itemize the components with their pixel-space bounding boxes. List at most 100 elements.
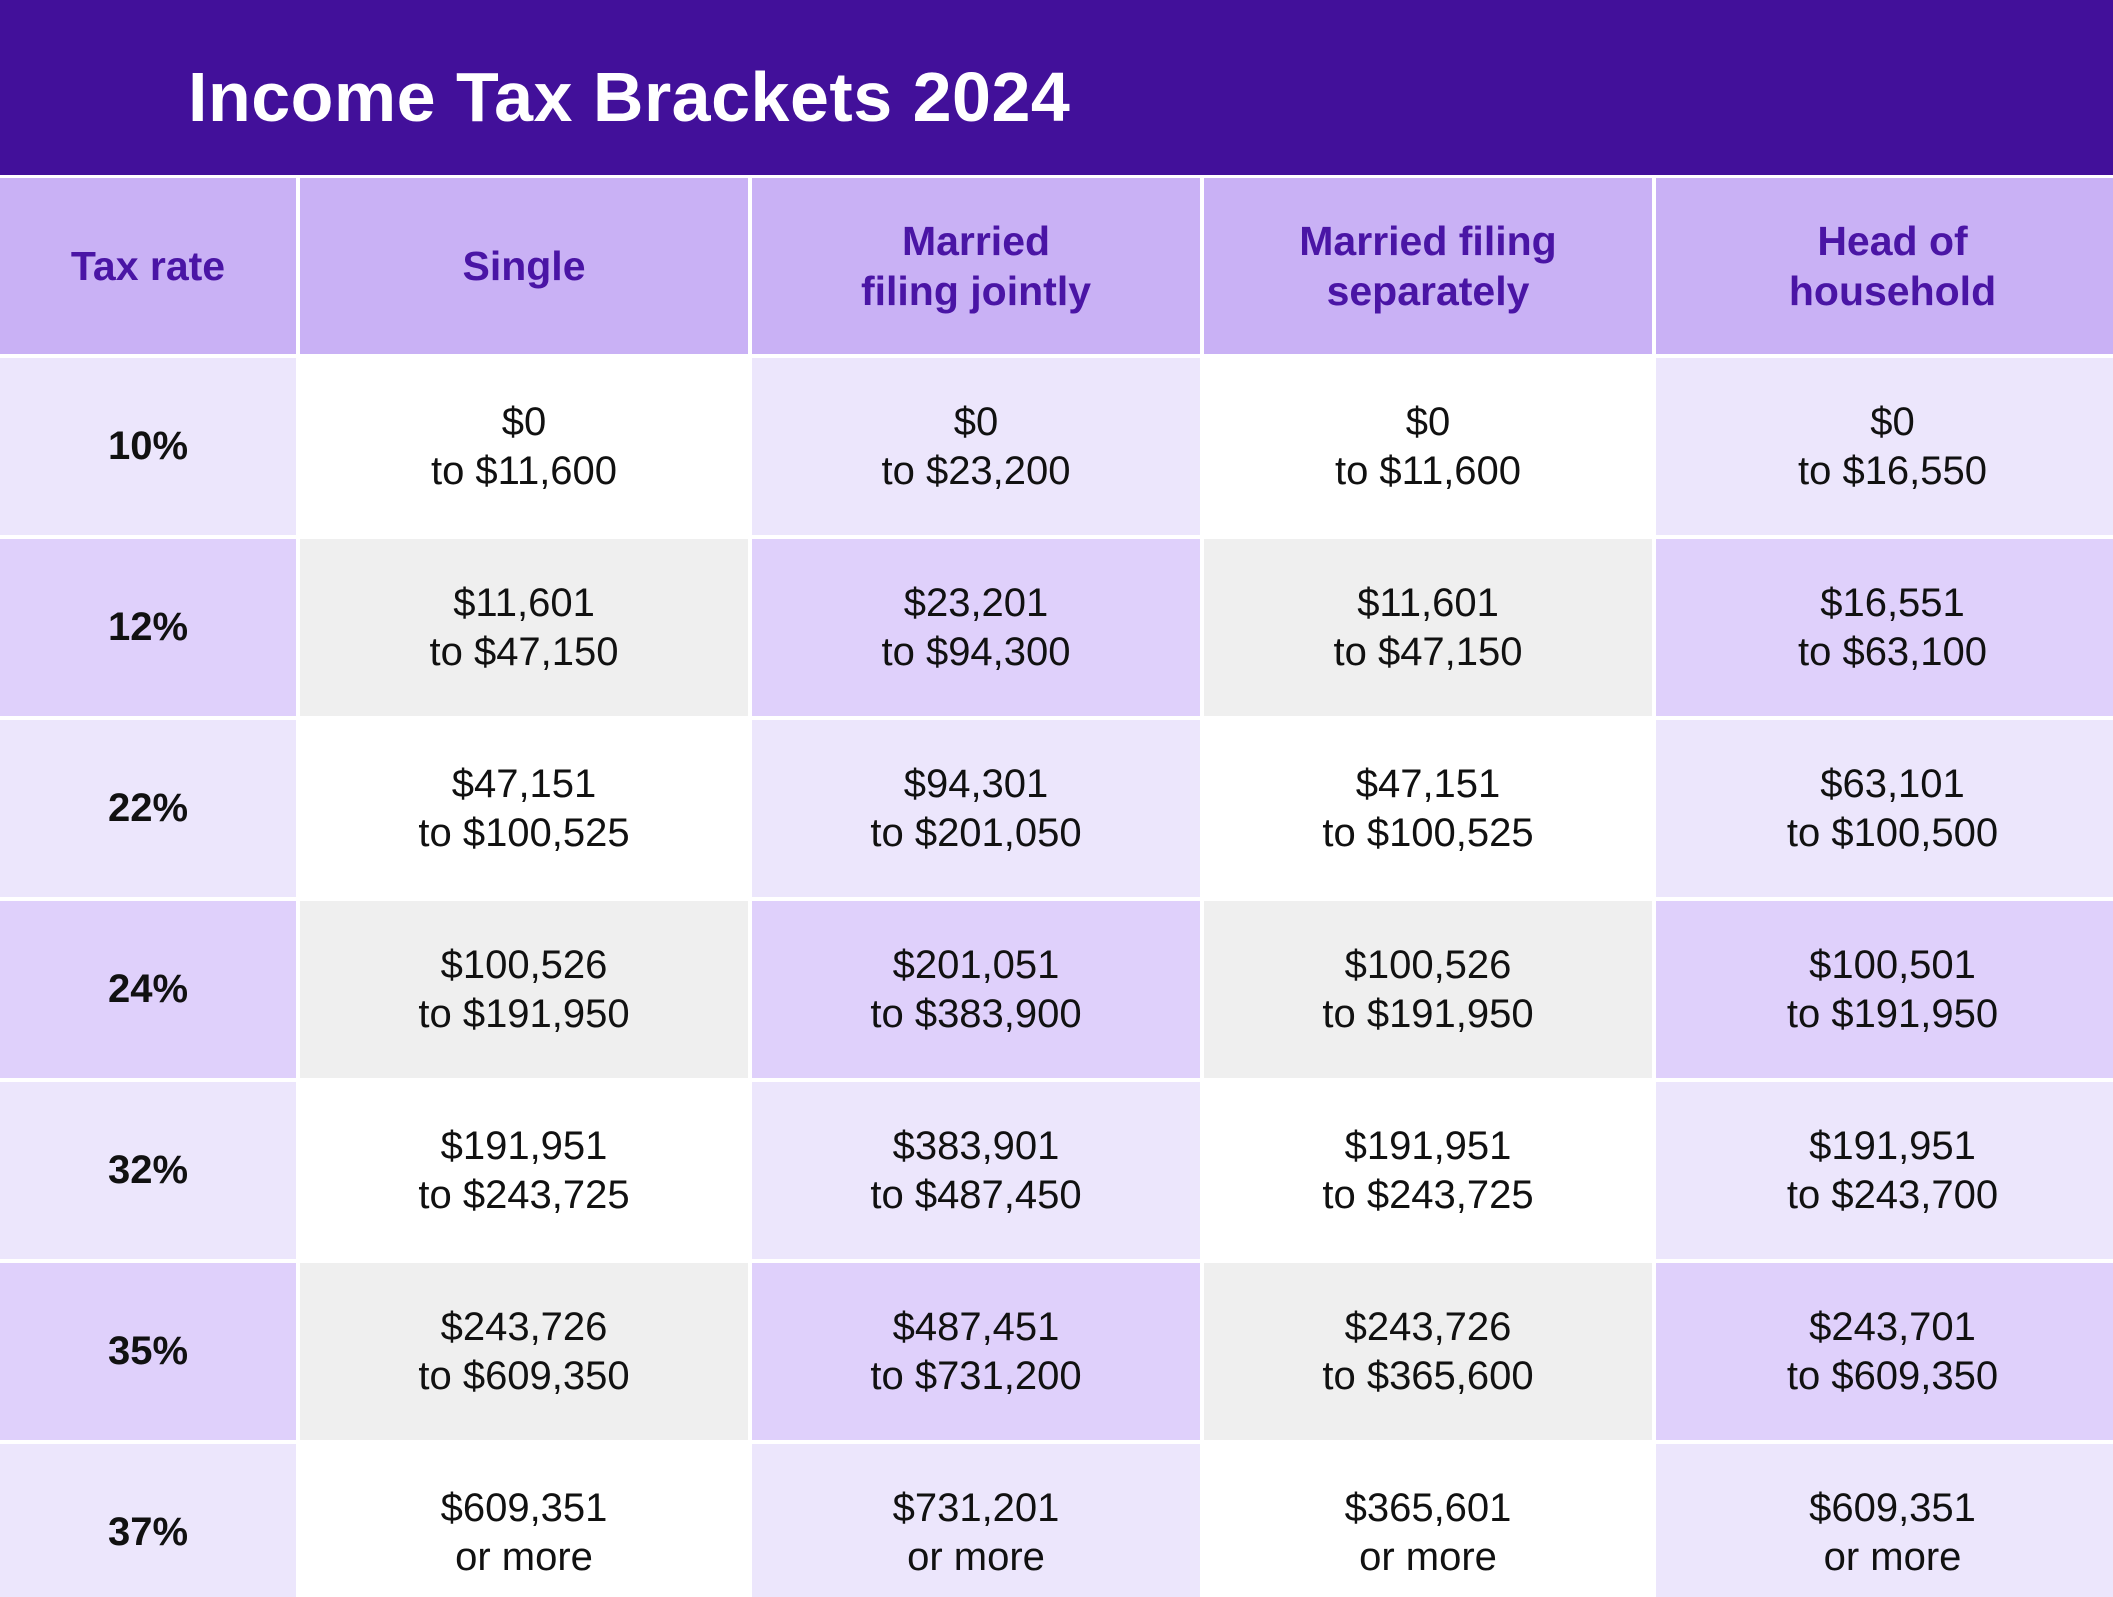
bracket-cell-head-of-household: $16,551 to $63,100 [1656,539,2113,716]
bracket-cell-married-filing-jointly-line-2: to $23,200 [881,448,1071,493]
tax-rate-cell: 10% [0,358,296,535]
bracket-cell-single-line-2: to $191,950 [418,991,630,1036]
bracket-cell-married-filing-separately-line-1: $0 [1405,399,1451,444]
column-header-single-line-1: Single [462,243,586,289]
bracket-cell-married-filing-separately: $100,526 to $191,950 [1204,901,1652,1078]
bracket-cell-married-filing-separately-line-2: or more [1359,1534,1497,1579]
bracket-cell-head-of-household-line-1: $63,101 [1820,761,1965,806]
bracket-cell-married-filing-jointly: $731,201 or more [752,1444,1200,1597]
bracket-cell-single-line-1: $47,151 [451,761,597,806]
bracket-cell-married-filing-jointly-line-2: to $487,450 [870,1172,1082,1217]
tax-rate-cell: 22% [0,720,296,897]
bracket-cell-single-line-2: or more [455,1534,593,1579]
bracket-cell-head-of-household-line-1: $191,951 [1809,1123,1976,1168]
bracket-cell-married-filing-separately-line-2: to $11,600 [1334,448,1522,493]
bracket-cell-married-filing-separately-line-2: to $191,950 [1322,991,1534,1036]
bracket-cell-single: $191,951 to $243,725 [300,1082,748,1259]
bracket-cell-single-line-1: $609,351 [440,1485,608,1530]
bracket-cell-head-of-household-line-1: $0 [1870,399,1915,444]
bracket-cell-married-filing-separately: $11,601 to $47,150 [1204,539,1652,716]
bracket-cell-married-filing-jointly-line-2: to $383,900 [870,991,1082,1036]
bracket-cell-single: $11,601 to $47,150 [300,539,748,716]
bracket-cell-head-of-household-line-2: to $16,550 [1797,448,1988,493]
bracket-cell-single-line-2: to $11,600 [430,448,618,493]
bracket-cell-married-filing-jointly: $0 to $23,200 [752,358,1200,535]
bracket-cell-married-filing-jointly: $23,201 to $94,300 [752,539,1200,716]
bracket-cell-married-filing-separately-line-1: $365,601 [1344,1485,1512,1530]
bracket-cell-single-line-1: $191,951 [440,1123,608,1168]
bracket-cell-single-line-2: to $243,725 [418,1172,630,1217]
bracket-cell-married-filing-jointly-line-1: $201,051 [892,942,1060,987]
bracket-cell-single-line-2: to $47,150 [429,629,619,674]
column-header-tax-rate-line-1: Tax rate [70,243,226,289]
bracket-cell-head-of-household-line-2: to $63,100 [1797,629,1988,674]
tax-rate-cell: 24% [0,901,296,1078]
bracket-cell-married-filing-separately-line-1: $243,726 [1344,1304,1512,1349]
bracket-cell-single-line-2: to $100,525 [418,810,630,855]
bracket-cell-single-line-1: $243,726 [440,1304,608,1349]
column-header-married-filing-separately: Married filing separately [1204,178,1652,354]
column-header-head-of-household-line-1: Head of [1817,218,1968,264]
tax-rate-cell: 32% [0,1082,296,1259]
column-header-married-filing-jointly: Married filing jointly [752,178,1200,354]
bracket-cell-married-filing-jointly-line-2: or more [907,1534,1045,1579]
bracket-cell-married-filing-separately-line-2: to $243,725 [1322,1172,1534,1217]
bracket-cell-head-of-household-line-2: to $191,950 [1786,991,1999,1036]
column-header-married-filing-jointly-line-1: Married [901,218,1051,264]
bracket-cell-head-of-household-line-1: $16,551 [1820,580,1965,625]
tax-brackets-table: Tax rate Single Married filing jointly Marri… [0,178,2113,1597]
bracket-cell-married-filing-jointly: $487,451 to $731,200 [752,1263,1200,1440]
bracket-cell-single-line-1: $11,601 [453,580,595,625]
bracket-cell-married-filing-separately: $0 to $11,600 [1204,358,1652,535]
bracket-cell-married-filing-separately: $191,951 to $243,725 [1204,1082,1652,1259]
bracket-cell-married-filing-separately: $47,151 to $100,525 [1204,720,1652,897]
column-header-married-filing-jointly-line-2: filing jointly [860,268,1092,314]
column-header-single: Single [300,178,748,354]
bracket-cell-married-filing-jointly-line-1: $94,301 [903,761,1049,806]
column-header-married-filing-separately-line-1: Married filing [1299,218,1557,264]
bracket-cell-married-filing-separately-line-2: to $365,600 [1322,1353,1534,1398]
bracket-cell-head-of-household-line-1: $609,351 [1809,1485,1976,1530]
bracket-cell-head-of-household: $191,951 to $243,700 [1656,1082,2113,1259]
bracket-cell-head-of-household: $243,701 to $609,350 [1656,1263,2113,1440]
page-title: Income Tax Brackets 2024 [188,58,1071,136]
bracket-cell-head-of-household: $609,351 or more [1656,1444,2113,1597]
tax-rate-cell: 35% [0,1263,296,1440]
bracket-cell-married-filing-separately-line-1: $100,526 [1344,942,1512,987]
bracket-cell-married-filing-separately-line-1: $191,951 [1344,1123,1512,1168]
bracket-cell-head-of-household-line-2: or more [1823,1534,1962,1579]
column-header-head-of-household: Head of household [1656,178,2113,354]
bracket-cell-head-of-household-line-2: to $243,700 [1786,1172,1999,1217]
column-header-married-filing-separately-line-2: separately [1326,268,1530,314]
bracket-cell-married-filing-jointly-line-2: to $94,300 [881,629,1071,674]
bracket-cell-single-line-2: to $609,350 [418,1353,630,1398]
bracket-cell-single-line-1: $0 [501,399,547,444]
column-header-head-of-household-line-2: household [1788,268,1997,314]
bracket-cell-head-of-household-line-1: $243,701 [1809,1304,1976,1349]
bracket-cell-married-filing-jointly-line-1: $731,201 [892,1485,1060,1530]
tax-rate-cell: 12% [0,539,296,716]
bracket-cell-married-filing-separately-line-2: to $47,150 [1333,629,1523,674]
bracket-cell-married-filing-separately: $365,601 or more [1204,1444,1652,1597]
bracket-cell-single: $47,151 to $100,525 [300,720,748,897]
bracket-cell-married-filing-separately-line-1: $11,601 [1357,580,1499,625]
bracket-cell-married-filing-separately-line-2: to $100,525 [1322,810,1534,855]
bracket-cell-married-filing-jointly-line-1: $487,451 [892,1304,1060,1349]
bracket-cell-married-filing-jointly-line-2: to $201,050 [870,810,1082,855]
tax-rate-cell: 37% [0,1444,296,1597]
bracket-cell-single: $0 to $11,600 [300,358,748,535]
bracket-cell-head-of-household-line-2: to $609,350 [1786,1353,1999,1398]
bracket-cell-married-filing-separately-line-1: $47,151 [1355,761,1501,806]
bracket-cell-married-filing-jointly: $383,901 to $487,450 [752,1082,1200,1259]
bracket-cell-married-filing-jointly: $94,301 to $201,050 [752,720,1200,897]
bracket-cell-single-line-1: $100,526 [440,942,608,987]
column-header-tax-rate: Tax rate [0,178,296,354]
bracket-cell-married-filing-jointly-line-1: $383,901 [892,1123,1060,1168]
bracket-cell-single: $100,526 to $191,950 [300,901,748,1078]
bracket-cell-married-filing-jointly: $201,051 to $383,900 [752,901,1200,1078]
bracket-cell-head-of-household-line-2: to $100,500 [1786,810,1999,855]
bracket-cell-head-of-household: $63,101 to $100,500 [1656,720,2113,897]
bracket-cell-head-of-household-line-1: $100,501 [1809,942,1976,987]
bracket-cell-head-of-household: $0 to $16,550 [1656,358,2113,535]
